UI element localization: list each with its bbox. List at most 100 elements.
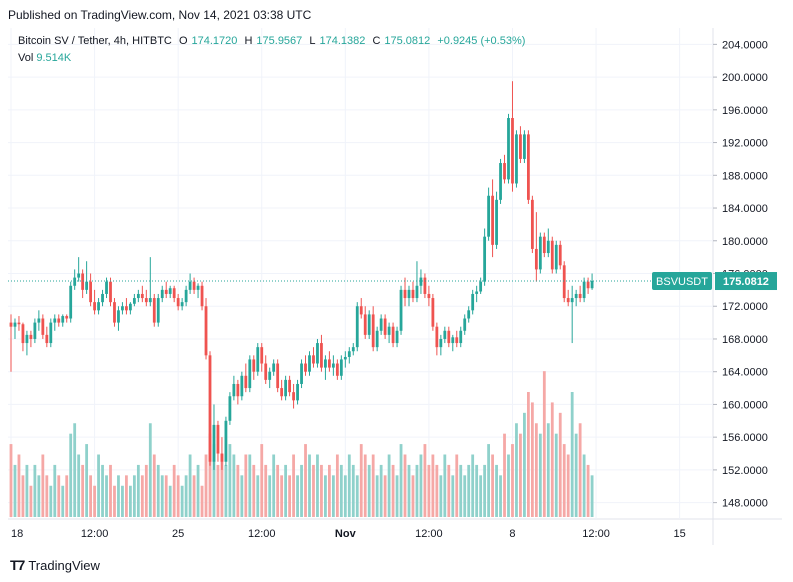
- volume-bar: [578, 423, 582, 517]
- y-tick-label: 160.0000: [722, 399, 768, 411]
- candle-body: [184, 289, 188, 303]
- candle-body: [395, 330, 399, 344]
- volume-bar: [586, 464, 590, 517]
- volume-bar: [49, 485, 53, 517]
- candle-body: [45, 334, 49, 344]
- candle-body: [351, 347, 355, 352]
- candle-body: [435, 326, 439, 348]
- volume-bar: [136, 464, 140, 517]
- volume-bar: [21, 475, 25, 517]
- candle-body: [240, 375, 244, 397]
- volume-bar: [248, 454, 252, 517]
- candle-body: [244, 375, 248, 389]
- time-axis[interactable]: 18 12:00 25 12:00 Nov 12:00 8 12:00 15: [11, 528, 686, 540]
- candle-body: [331, 363, 335, 368]
- candle-body: [419, 277, 423, 286]
- candle-body: [160, 289, 164, 299]
- candle-body: [49, 322, 53, 344]
- candle-body: [328, 359, 331, 368]
- candle-body: [188, 281, 192, 290]
- candle-body: [89, 281, 92, 303]
- candle-body: [411, 289, 415, 299]
- candle-body: [379, 318, 383, 331]
- volume-bar: [503, 433, 506, 517]
- volume-bar: [443, 454, 447, 517]
- volume-bar: [403, 454, 407, 517]
- candle-body: [415, 285, 419, 299]
- candle-body: [542, 236, 546, 254]
- candle-body: [339, 359, 343, 376]
- candle-body: [37, 318, 41, 323]
- candle-body: [491, 195, 494, 245]
- ohlc-legend: Bitcoin SV / Tether, 4h, HITBTC O 174.172…: [18, 35, 529, 47]
- symbol-label: Bitcoin SV / Tether, 4h, HITBTC: [18, 35, 172, 47]
- candle-body: [125, 306, 128, 311]
- candle-body: [129, 303, 132, 311]
- volume-bar: [351, 464, 355, 517]
- tradingview-logo-icon: T7: [10, 557, 25, 573]
- candle-body: [527, 134, 530, 200]
- candle-body: [61, 316, 65, 323]
- footer[interactable]: T7 TradingView: [10, 557, 100, 573]
- candle-body: [554, 244, 558, 270]
- candle-body: [101, 293, 104, 303]
- candle-body: [156, 298, 160, 323]
- volume-bar: [65, 475, 69, 517]
- candle-body: [140, 293, 144, 299]
- candle-body: [196, 285, 200, 290]
- candle-body: [260, 347, 264, 364]
- candle-body: [41, 318, 45, 335]
- volume-bar: [419, 454, 423, 517]
- volume-bar: [260, 444, 264, 517]
- price-tag: 175.0812: [723, 276, 769, 288]
- candle-body: [272, 363, 276, 372]
- candles: [9, 81, 594, 470]
- price-tag-bg: [715, 272, 777, 291]
- candle-body: [172, 288, 176, 299]
- candle-body: [538, 236, 542, 270]
- candle-body: [523, 134, 526, 159]
- candle-body: [180, 302, 184, 307]
- candle-body: [574, 293, 578, 299]
- volume-bar: [276, 464, 280, 517]
- y-tick-label: 200.0000: [722, 72, 768, 84]
- candle-body: [296, 383, 299, 401]
- volume-bar: [53, 464, 57, 517]
- grid-lines: [8, 28, 782, 545]
- volume-bar: [324, 475, 327, 517]
- candle-body: [320, 343, 323, 368]
- volume-bar: [152, 454, 156, 517]
- candle-body: [69, 285, 73, 319]
- volume-bar: [200, 485, 204, 517]
- volume-bar: [562, 444, 566, 517]
- candle-body: [164, 289, 168, 294]
- volume-bar: [244, 454, 248, 517]
- candle-body: [479, 281, 483, 292]
- volume-bar: [224, 464, 228, 517]
- candle-body: [200, 285, 204, 307]
- volume-bar: [491, 454, 494, 517]
- candle-body: [236, 383, 240, 397]
- volume-bar: [236, 464, 240, 517]
- candle-body: [507, 118, 510, 180]
- candle-body: [383, 318, 387, 335]
- candle-body: [503, 163, 506, 180]
- candle-body: [113, 302, 116, 323]
- candle-body: [117, 310, 120, 323]
- volume-bar: [399, 444, 403, 517]
- low-value: 174.1382: [319, 35, 366, 47]
- candle-body: [280, 388, 284, 397]
- candle-body: [511, 118, 514, 184]
- volume-bar: [144, 464, 148, 517]
- candle-body: [21, 324, 25, 344]
- volume-bar: [121, 485, 124, 517]
- candle-body: [534, 248, 538, 270]
- volume-bar: [17, 454, 21, 517]
- volume-bar: [542, 371, 546, 517]
- candle-body: [17, 322, 21, 325]
- volume-bar: [288, 475, 291, 517]
- volume-bar: [41, 454, 45, 517]
- y-tick-label: 168.0000: [722, 334, 768, 346]
- candle-body: [168, 288, 172, 294]
